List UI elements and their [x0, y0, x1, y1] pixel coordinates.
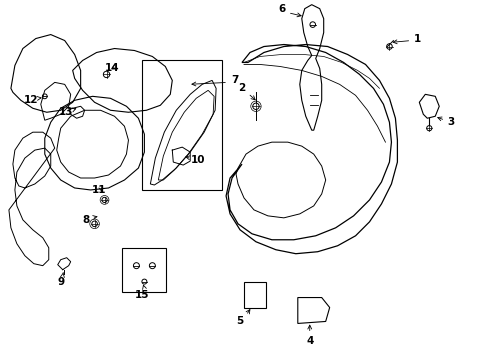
Text: 6: 6: [278, 4, 286, 14]
Text: 10: 10: [191, 155, 205, 165]
Text: 3: 3: [447, 117, 455, 127]
Text: 4: 4: [306, 336, 314, 346]
Text: 15: 15: [135, 289, 149, 300]
Text: 8: 8: [82, 215, 89, 225]
Text: 7: 7: [231, 75, 239, 85]
Text: 12: 12: [24, 95, 38, 105]
Text: 5: 5: [236, 316, 244, 327]
Text: 1: 1: [414, 33, 421, 44]
Text: 11: 11: [91, 185, 106, 195]
Text: 2: 2: [239, 84, 245, 93]
Text: 13: 13: [58, 107, 73, 117]
Text: 14: 14: [105, 63, 120, 73]
Text: 9: 9: [57, 276, 64, 287]
